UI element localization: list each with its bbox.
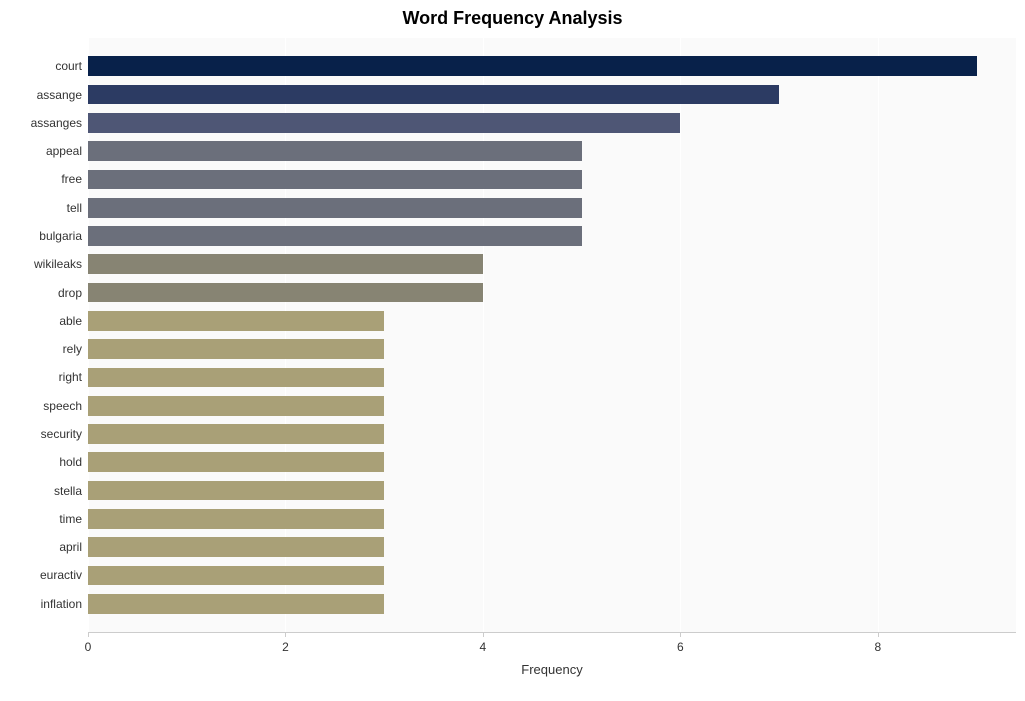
y-category-label: time	[59, 512, 82, 526]
x-axis-title: Frequency	[88, 662, 1016, 677]
bar	[88, 509, 384, 529]
bar	[88, 311, 384, 331]
y-category-label: speech	[43, 399, 82, 413]
y-category-label: free	[61, 172, 82, 186]
bar	[88, 339, 384, 359]
x-tick-label: 4	[463, 640, 503, 654]
bar-row	[88, 420, 1016, 448]
bar-row	[88, 278, 1016, 306]
bar-row	[88, 222, 1016, 250]
plot-area	[88, 38, 1016, 632]
bar	[88, 254, 483, 274]
y-category-label: drop	[58, 286, 82, 300]
y-category-label: wikileaks	[34, 257, 82, 271]
y-category-label: inflation	[41, 597, 82, 611]
x-tick	[88, 632, 89, 637]
bar-row	[88, 194, 1016, 222]
x-tick-label: 2	[265, 640, 305, 654]
y-category-label: stella	[54, 484, 82, 498]
y-category-label: assange	[37, 88, 82, 102]
bar-row	[88, 307, 1016, 335]
bar-row	[88, 335, 1016, 363]
bar-row	[88, 590, 1016, 618]
bar-row	[88, 476, 1016, 504]
bar-row	[88, 533, 1016, 561]
bar	[88, 424, 384, 444]
bar	[88, 141, 582, 161]
bar	[88, 396, 384, 416]
chart-container: Word Frequency Analysis Frequency 0 2 4 6 8 c…	[0, 0, 1025, 701]
bar	[88, 594, 384, 614]
x-tick-label: 8	[858, 640, 898, 654]
bar	[88, 113, 680, 133]
bar-row	[88, 561, 1016, 589]
y-category-label: april	[59, 540, 82, 554]
bar	[88, 198, 582, 218]
x-tick-label: 0	[68, 640, 108, 654]
bar-row	[88, 363, 1016, 391]
y-category-label: assanges	[31, 116, 82, 130]
bar-row	[88, 80, 1016, 108]
y-category-label: euractiv	[40, 568, 82, 582]
chart-title: Word Frequency Analysis	[0, 8, 1025, 29]
y-category-label: able	[59, 314, 82, 328]
bar	[88, 283, 483, 303]
y-category-label: court	[55, 59, 82, 73]
bar-row	[88, 165, 1016, 193]
y-category-label: bulgaria	[39, 229, 82, 243]
bar-row	[88, 250, 1016, 278]
bar-row	[88, 392, 1016, 420]
bar	[88, 368, 384, 388]
bar-row	[88, 52, 1016, 80]
bar	[88, 537, 384, 557]
bar	[88, 226, 582, 246]
bar	[88, 170, 582, 190]
bar-row	[88, 109, 1016, 137]
bar	[88, 85, 779, 105]
x-tick-label: 6	[660, 640, 700, 654]
y-category-label: rely	[63, 342, 82, 356]
x-tick	[285, 632, 286, 637]
y-category-label: tell	[67, 201, 82, 215]
y-category-label: right	[59, 370, 82, 384]
bar-row	[88, 448, 1016, 476]
x-tick	[680, 632, 681, 637]
bar-row	[88, 505, 1016, 533]
y-category-label: security	[41, 427, 82, 441]
x-tick	[878, 632, 879, 637]
x-tick	[483, 632, 484, 637]
y-category-label: appeal	[46, 144, 82, 158]
bar	[88, 481, 384, 501]
bar	[88, 56, 977, 76]
bar	[88, 452, 384, 472]
bar	[88, 566, 384, 586]
bar-row	[88, 137, 1016, 165]
y-category-label: hold	[59, 455, 82, 469]
